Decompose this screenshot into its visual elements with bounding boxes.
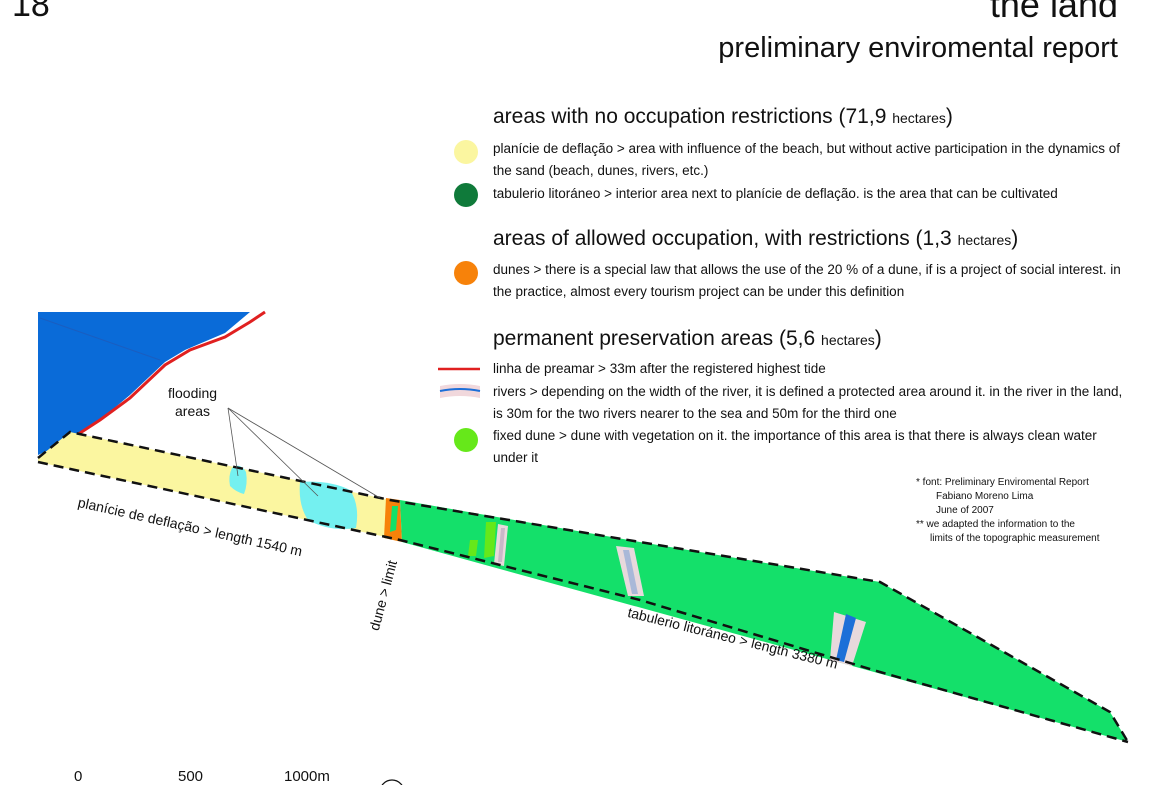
north-arrow-circle — [381, 779, 403, 785]
terrain-boundary-bottom — [37, 460, 1129, 744]
heading-unit: hectares — [957, 232, 1012, 248]
flooding-leader-2 — [227, 407, 319, 497]
heading-text: permanent preservation areas (5,6 — [493, 327, 816, 350]
heading-unit: hectares — [892, 110, 946, 126]
river-2 — [616, 546, 644, 596]
legend-item: tabulerio litoráneo > interior area next… — [493, 186, 1058, 201]
legend-item: linha de preamar > 33m after the registe… — [493, 361, 826, 376]
page-subtitle: preliminary enviromental report — [718, 32, 1118, 64]
heading-close: ) — [874, 327, 882, 350]
page-number: 18 — [12, 0, 50, 24]
sea-shadow-line — [39, 317, 161, 361]
flooding-area-large — [299, 481, 358, 529]
river-3 — [830, 612, 866, 666]
fixed-dune-1 — [484, 522, 496, 558]
flooding-label-line2: areas — [175, 403, 211, 419]
page-title: the land — [989, 0, 1118, 25]
fixed-dune-swatch-icon — [454, 428, 478, 452]
dune-vegetation — [390, 506, 398, 532]
flooding-leader-3 — [227, 407, 381, 499]
scale-label-1000: 1000m — [284, 768, 330, 785]
flooding-area-small — [229, 465, 247, 494]
note-line: June of 2007 — [936, 505, 994, 516]
planicie-swatch-icon — [454, 140, 478, 164]
scale-label-500: 500 — [178, 768, 204, 785]
scale-label-0: 0 — [74, 768, 83, 785]
source-notes: * font: Preliminary Enviromental Report … — [916, 476, 1100, 546]
note-line: limits of the topographic measurement — [930, 533, 1100, 544]
flooding-areas-label: flooding areas — [168, 384, 217, 420]
heading-close: ) — [945, 105, 953, 128]
note-line: Fabiano Moreno Lima — [936, 491, 1034, 502]
sea-area — [38, 312, 250, 455]
flooding-label-line1: flooding — [168, 385, 218, 401]
note-line: ** we adapted the information to the — [916, 519, 1075, 530]
heading-text: areas with no occupation restrictions (7… — [493, 105, 887, 128]
legend-item: planície de deflação > area with influen… — [493, 141, 1121, 178]
legend-item: fixed dune > dune with vegetation on it.… — [493, 428, 1097, 465]
heading-text: areas of allowed occupation, with restri… — [493, 227, 952, 250]
heading-unit: hectares — [821, 332, 875, 348]
dunes-swatch-icon — [454, 261, 478, 285]
tabuleiro-swatch-icon — [454, 183, 478, 207]
note-line: * font: Preliminary Enviromental Report — [916, 477, 1089, 488]
flooding-leader-1 — [227, 407, 239, 477]
legend-section-heading: permanent preservation areas (5,6 hectar… — [493, 327, 882, 351]
legend-section-heading: areas of allowed occupation, with restri… — [493, 227, 1018, 251]
terrain-boundary-top — [37, 430, 1130, 743]
legend-item: dunes > there is a special law that allo… — [493, 262, 1121, 299]
tabuleiro-area — [400, 500, 1128, 742]
legend-item: rivers > depending on the width of the r… — [493, 384, 1123, 421]
river-legend-swatch — [439, 384, 481, 398]
legend-section-heading: areas with no occupation restrictions (7… — [493, 105, 953, 129]
heading-close: ) — [1011, 227, 1019, 250]
river-1 — [494, 524, 508, 566]
fixed-dune-2 — [468, 540, 478, 556]
